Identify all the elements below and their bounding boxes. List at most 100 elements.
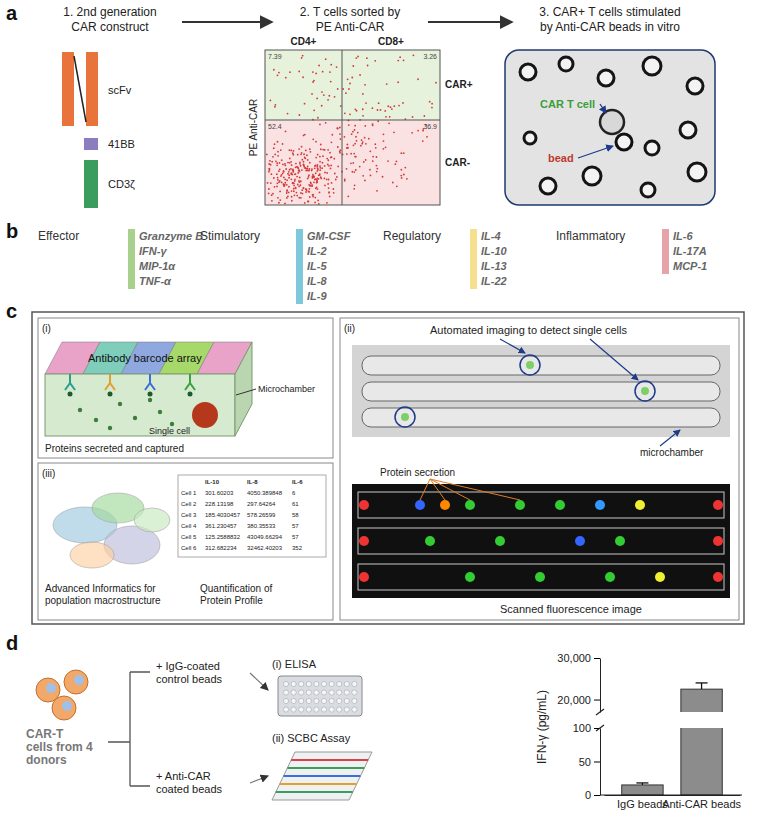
bead	[540, 178, 556, 194]
event-dot	[393, 131, 395, 133]
event-dot	[303, 161, 305, 163]
event-dot	[429, 101, 431, 103]
event-dot	[354, 129, 356, 131]
label: CD3ζ	[108, 178, 135, 190]
event-dot	[308, 188, 310, 190]
event-dot	[273, 177, 275, 179]
event-dot	[309, 162, 311, 164]
cytokine: IL-5	[307, 260, 327, 272]
event-dot	[277, 74, 279, 76]
protein	[118, 402, 122, 406]
cytokine: IL-2	[307, 245, 327, 257]
event-dot	[290, 150, 292, 152]
bead	[687, 78, 703, 94]
well	[344, 698, 349, 703]
event-dot	[400, 152, 402, 154]
fluor-spot	[359, 572, 369, 582]
cytokine: IL-10	[481, 245, 508, 257]
event-dot	[304, 202, 306, 204]
event-dot	[292, 154, 294, 156]
event-dot	[288, 177, 290, 179]
event-dot	[331, 182, 333, 184]
chip-stripe	[276, 791, 353, 793]
profile-table: IL-10IL-8IL-6Cell 1301.602034050.3898486…	[178, 475, 326, 557]
cytokine: IL-22	[481, 275, 507, 287]
label: Microchamber	[258, 384, 315, 394]
event-dot	[274, 153, 276, 155]
label: Automated imaging to detect single cells	[430, 324, 627, 336]
event-dot	[354, 125, 356, 127]
cytokine: IL-9	[307, 290, 327, 302]
event-dot	[278, 72, 280, 74]
group-bar	[662, 229, 669, 274]
fluor-spot	[515, 500, 525, 510]
scbc-chip	[272, 752, 372, 800]
well	[314, 707, 319, 712]
cell: 228.13198	[205, 501, 234, 507]
bar-chart: 05010020,00030,000IgG beadsAnti-CAR bead…	[535, 0, 742, 810]
event-dot	[287, 162, 289, 164]
event-dot	[348, 124, 350, 126]
protein	[158, 410, 162, 414]
cytokine: IL-6	[673, 230, 693, 242]
event-dot	[319, 191, 321, 193]
tick-label: Anti-CAR beads	[662, 798, 741, 810]
event-dot	[352, 162, 354, 164]
leader	[430, 479, 520, 500]
tick: 20,000	[557, 694, 600, 706]
panel-label: c	[6, 300, 17, 322]
event-dot	[364, 180, 366, 182]
well	[299, 690, 304, 695]
microchamber	[362, 408, 720, 427]
tick-mark	[594, 795, 600, 796]
row-header: Cell 3	[181, 512, 197, 518]
cell: 297.64264	[247, 501, 276, 507]
event-dot	[346, 168, 348, 170]
event-dot	[314, 179, 316, 181]
event-dot	[284, 178, 286, 180]
event-dot	[299, 181, 301, 183]
well	[283, 681, 288, 686]
event-dot	[319, 165, 321, 167]
event-dot	[399, 56, 401, 58]
tick-label: 30,000	[557, 652, 591, 664]
well	[337, 698, 342, 703]
event-dot	[276, 173, 278, 175]
event-dot	[377, 120, 379, 122]
row-header: Cell 6	[181, 545, 197, 551]
event-dot	[278, 181, 280, 183]
event-dot	[350, 162, 352, 164]
event-dot	[337, 146, 339, 148]
event-dot	[327, 159, 329, 161]
label: 2. T cells sorted by	[300, 5, 400, 19]
well	[344, 707, 349, 712]
event-dot	[299, 161, 301, 163]
well	[352, 707, 357, 712]
bead	[688, 163, 706, 181]
event-dot	[382, 176, 384, 178]
label: donors	[26, 753, 67, 767]
event-dot	[345, 92, 347, 94]
event-dot	[417, 78, 419, 80]
event-dot	[268, 168, 270, 170]
event-dot	[305, 188, 307, 190]
group-name: Effector	[38, 229, 79, 243]
well	[283, 690, 288, 695]
event-dot	[283, 171, 285, 173]
label: PE Anti-CAR	[316, 20, 385, 34]
event-dot	[376, 190, 378, 192]
event-dot	[312, 176, 314, 178]
event-dot	[365, 143, 367, 145]
event-dot	[309, 196, 311, 198]
event-dot	[294, 178, 296, 180]
event-dot	[339, 133, 341, 135]
detection-ring	[395, 407, 415, 427]
cell: 352	[292, 545, 303, 551]
fluorescence-image	[352, 484, 730, 598]
event-dot	[336, 66, 338, 68]
event-dot	[317, 188, 319, 190]
event-dot	[303, 164, 305, 166]
event-dot	[279, 199, 281, 201]
quadrant-value: 36.9	[423, 123, 437, 130]
event-dot	[284, 185, 286, 187]
